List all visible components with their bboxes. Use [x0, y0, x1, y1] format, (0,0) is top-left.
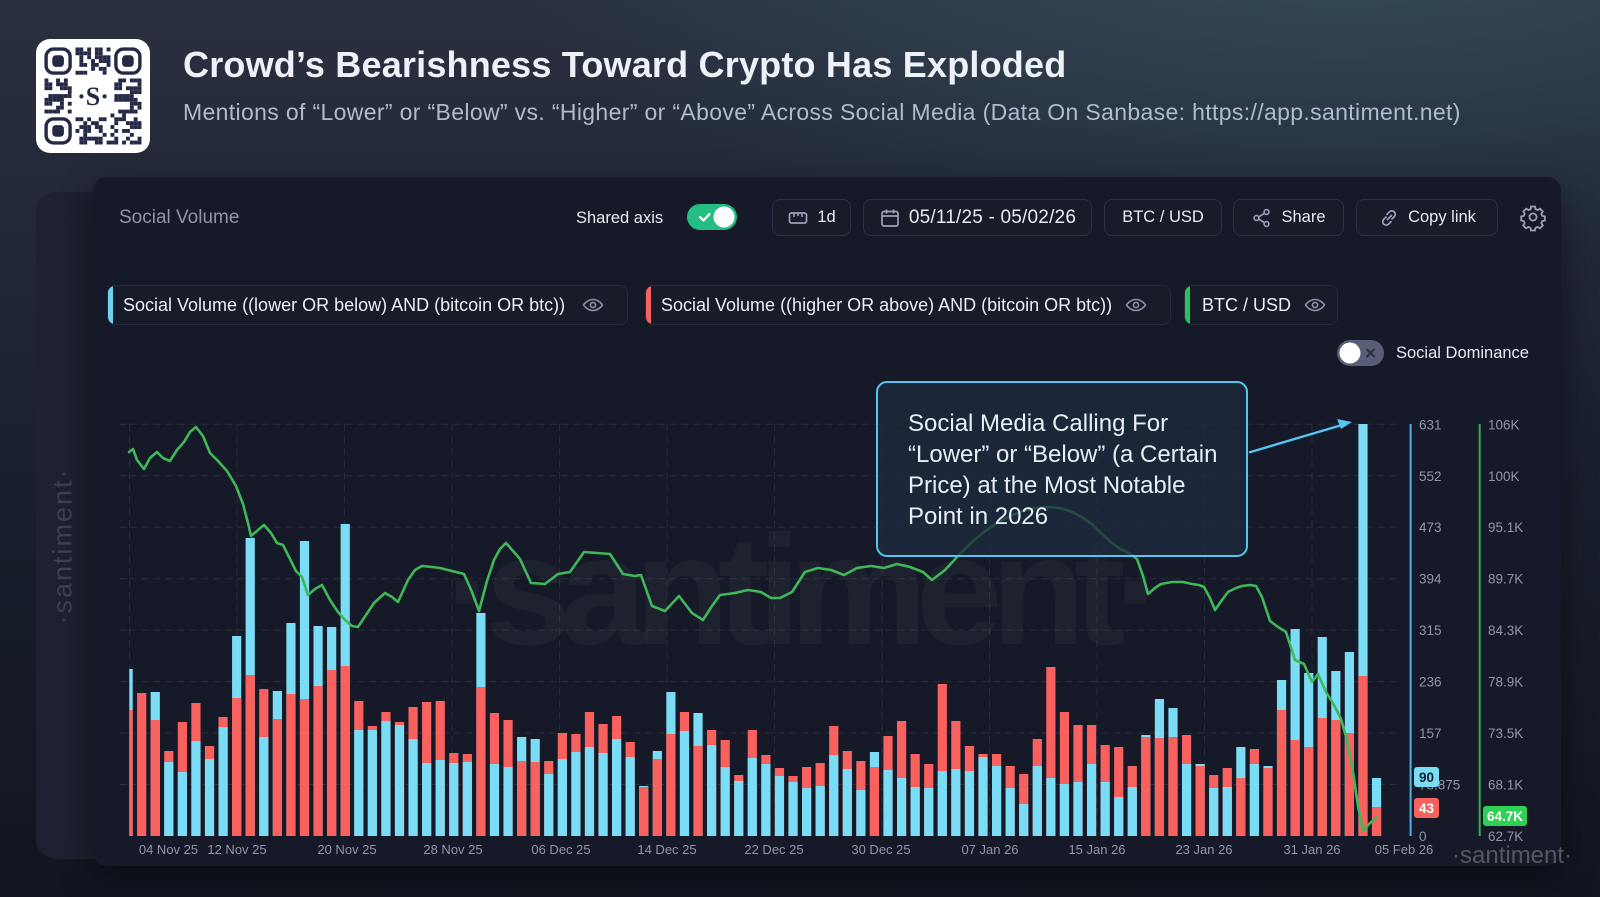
svg-text:73.5K: 73.5K [1488, 726, 1523, 741]
svg-text:64.7K: 64.7K [1487, 809, 1523, 824]
svg-text:315: 315 [1419, 623, 1442, 638]
svg-text:95.1K: 95.1K [1488, 520, 1523, 535]
svg-text:89.7K: 89.7K [1488, 572, 1523, 587]
svg-text:04 Nov 25: 04 Nov 25 [139, 842, 198, 857]
svg-text:20 Nov 25: 20 Nov 25 [317, 842, 376, 857]
svg-text:90: 90 [1419, 770, 1434, 785]
svg-text:100K: 100K [1488, 469, 1520, 484]
svg-text:394: 394 [1419, 572, 1442, 587]
svg-text:Price) at the Most Notable: Price) at the Most Notable [908, 472, 1185, 499]
svg-text:552: 552 [1419, 469, 1442, 484]
svg-text:31 Jan 26: 31 Jan 26 [1283, 842, 1340, 857]
svg-text:68.1K: 68.1K [1488, 778, 1523, 793]
svg-text:43: 43 [1419, 801, 1435, 816]
svg-text:14 Dec 25: 14 Dec 25 [637, 842, 696, 857]
svg-text:Social Media Calling For: Social Media Calling For [908, 410, 1168, 437]
svg-text:·S·: ·S· [77, 82, 109, 111]
svg-text:106K: 106K [1488, 417, 1520, 432]
svg-text:15 Jan 26: 15 Jan 26 [1068, 842, 1125, 857]
svg-text:473: 473 [1419, 520, 1442, 535]
svg-text:06 Dec 25: 06 Dec 25 [531, 842, 590, 857]
svg-text:78.9K: 78.9K [1488, 675, 1523, 690]
svg-text:23 Jan 26: 23 Jan 26 [1175, 842, 1232, 857]
svg-text:30 Dec 25: 30 Dec 25 [851, 842, 910, 857]
svg-text:157: 157 [1419, 726, 1442, 741]
svg-text:84.3K: 84.3K [1488, 623, 1523, 638]
svg-text:Point in 2026: Point in 2026 [908, 503, 1048, 530]
svg-text:62.7K: 62.7K [1488, 829, 1523, 844]
svg-text:28 Nov 25: 28 Nov 25 [423, 842, 482, 857]
svg-text:236: 236 [1419, 675, 1442, 690]
svg-text:05 Feb 26: 05 Feb 26 [1375, 842, 1434, 857]
svg-text:“Lower” or “Below” (a Certain: “Lower” or “Below” (a Certain [908, 441, 1217, 468]
svg-text:07 Jan 26: 07 Jan 26 [961, 842, 1018, 857]
svg-text:0: 0 [1419, 829, 1427, 844]
svg-text:12 Nov 25: 12 Nov 25 [207, 842, 266, 857]
svg-text:22 Dec 25: 22 Dec 25 [744, 842, 803, 857]
svg-text:631: 631 [1419, 417, 1442, 432]
